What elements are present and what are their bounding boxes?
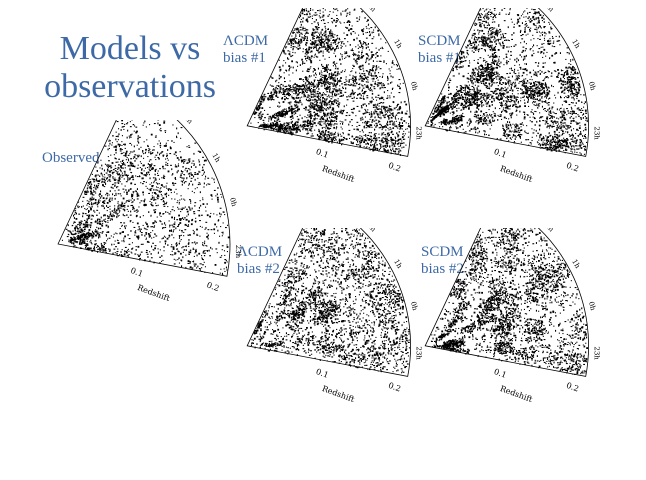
arc-tick-label: 0h [587,301,597,312]
slide-title: Models vs observations [40,30,220,106]
label-lcdm-bias-1-line1: ΛCDM [223,33,269,49]
arc-tick-label: 2h [543,8,555,14]
title-line-1: Models vs [59,30,201,67]
label-scdm-bias-1-line1: SCDM [418,33,461,49]
wedge-outline [57,120,231,277]
label-observed-line1: Observed [42,150,100,166]
arc-tick-label: 0h [409,81,419,92]
redshift-tick-label: 0.1 [315,367,330,380]
arc-tick-label: 1h [570,38,582,50]
arc-tick-label: 0h [409,301,419,312]
redshift-axis-label: Redshift [321,384,357,404]
label-lcdm-bias-1-line2: bias #1 [223,50,266,66]
label-scdm-bias-1-line2: bias #1 [418,50,461,66]
title-line-2: observations [44,68,216,105]
galaxy-points [427,8,588,156]
arc-tick-label: 23h [593,346,600,360]
label-observed: Observed [42,150,99,167]
galaxy-points [430,228,588,375]
galaxy-points [250,8,411,156]
wedge-outline [424,228,590,377]
redshift-axis-label: Redshift [499,384,535,404]
arc-tick-label: 23h [593,126,600,140]
wedge-outline [246,228,412,377]
arc-tick-label: 2h [182,120,194,126]
arc-tick-label: 0h [228,197,238,208]
arc-tick-label: 1h [210,152,222,164]
redshift-tick-label: 0.1 [129,266,144,279]
arc-tick-label: 2h [365,228,377,234]
wedge-outline [246,8,412,157]
arc-tick-label: 1h [392,38,404,50]
arc-tick-label: 2h [365,8,377,14]
redshift-axis-label: Redshift [321,164,357,184]
label-scdm-bias-1: SCDM bias #1 [418,33,461,67]
label-lcdm-bias-1: ΛCDM bias #1 [223,33,268,67]
wedge-outline [424,8,590,157]
redshift-tick-label: 0.2 [565,161,580,174]
arc-tick-label: 0h [587,81,597,92]
label-scdm-bias-2-line1: SCDM [421,244,464,260]
redshift-tick-label: 0.2 [565,381,580,394]
redshift-tick-label: 0.2 [387,381,402,394]
redshift-tick-label: 0.1 [493,147,508,160]
label-lcdm-bias-2-line1: ΛCDM [237,244,283,260]
redshift-axis-label: Redshift [136,283,172,303]
galaxy-points [61,120,230,275]
arc-tick-label: 1h [570,258,582,270]
label-lcdm-bias-2-line2: bias #2 [237,261,280,277]
arc-tick-label: 23h [234,245,242,259]
label-scdm-bias-2-line2: bias #2 [421,261,464,277]
arc-tick-label: 2h [543,228,555,234]
label-lcdm-bias-2: ΛCDM bias #2 [237,244,282,278]
redshift-tick-label: 0.1 [493,367,508,380]
redshift-tick-label: 0.2 [205,280,220,293]
arc-tick-label: 23h [415,126,422,140]
redshift-tick-label: 0.2 [387,161,402,174]
redshift-tick-label: 0.1 [315,147,330,160]
redshift-axis-label: Redshift [499,164,535,184]
arc-tick-label: 1h [392,258,404,270]
galaxy-points [250,228,410,374]
arc-tick-label: 23h [415,346,422,360]
label-scdm-bias-2: SCDM bias #2 [421,244,464,278]
